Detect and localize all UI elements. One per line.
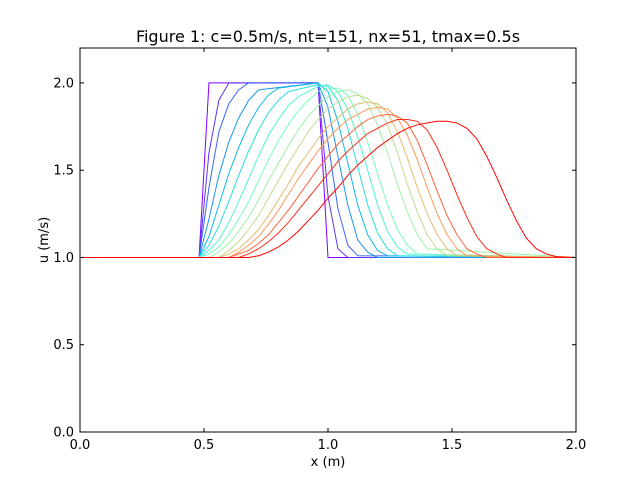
y-tick-label: 1.5	[53, 164, 74, 179]
x-axis-label: x (m)	[311, 455, 346, 470]
series-line-4	[80, 82, 576, 258]
y-tick-label: 0.5	[53, 338, 74, 353]
y-tick-label: 1.0	[53, 251, 74, 266]
x-tick-label: 1.0	[318, 438, 339, 453]
x-tick-label: 2.0	[566, 438, 587, 453]
axis-ticks: 0.0 0.5 1.0 1.5 2.0 0.0 0.5 1.0 1.5 2.0	[53, 48, 586, 453]
y-axis-label: u (m/s)	[37, 217, 52, 263]
x-tick-label: 1.5	[442, 438, 463, 453]
series-line-7	[80, 84, 577, 258]
series-line-13	[80, 113, 576, 258]
y-tick-label: 0.0	[53, 426, 74, 441]
series-line-3	[80, 82, 577, 258]
plot-area	[80, 82, 577, 258]
chart-title: Figure 1: c=0.5m/s, nt=151, nx=51, tmax=…	[136, 27, 520, 46]
series-line-5	[80, 82, 577, 258]
x-tick-label: 0.0	[70, 438, 91, 453]
series-line-10	[80, 94, 577, 258]
y-tick-label: 2.0	[53, 76, 74, 91]
series-line-12	[80, 106, 577, 258]
series-line-6	[80, 84, 577, 258]
x-tick-label: 0.5	[194, 438, 215, 453]
axes-frame	[79, 47, 577, 433]
series-line-15	[80, 120, 577, 258]
series-line-14	[80, 119, 576, 258]
series-line-9	[80, 89, 577, 258]
series-line-11	[80, 101, 577, 258]
series-line-8	[80, 87, 577, 258]
